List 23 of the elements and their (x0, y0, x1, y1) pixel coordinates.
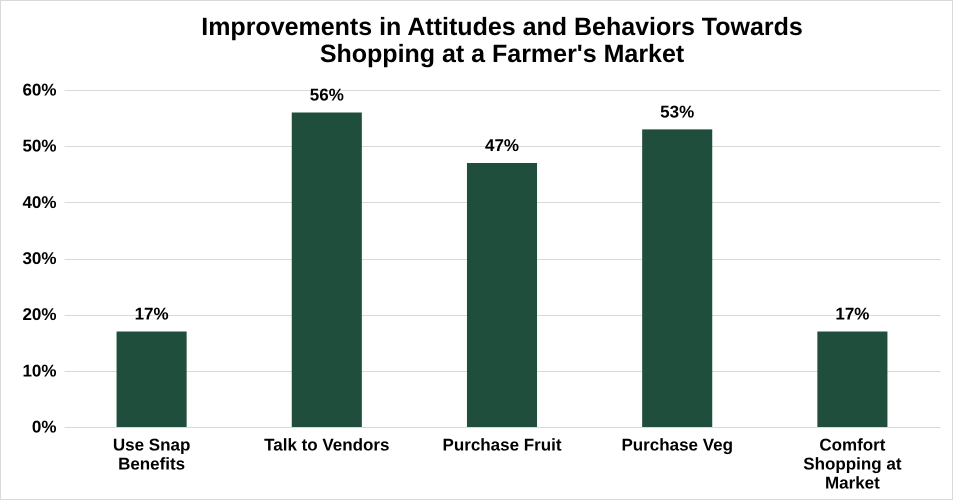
bar (116, 332, 187, 427)
y-tick-label: 40% (22, 192, 56, 212)
x-tick-label: Use Snap Benefits (112, 436, 190, 474)
x-tick-label: Purchase Fruit (442, 436, 562, 454)
y-tick-label: 0% (32, 418, 56, 436)
data-label: 53% (660, 102, 694, 122)
x-tick-label: Talk to Vendors (264, 436, 390, 454)
bar (642, 129, 712, 427)
y-tick-label: 30% (22, 249, 56, 268)
x-tick-label: Purchase Veg (621, 436, 733, 454)
data-label: 17% (134, 304, 169, 324)
bar (466, 163, 538, 427)
data-label: 17% (835, 304, 870, 324)
y-tick-label: 10% (22, 361, 56, 380)
y-tick-label: 60% (22, 80, 56, 100)
data-label: 56% (310, 85, 344, 104)
chart-title: Improvements in Attitudes and Behaviors Towards Shopping at a Farmer's Market (201, 13, 803, 68)
x-tick-label: Comfort Shopping at Market (803, 436, 902, 492)
bar (817, 332, 888, 427)
data-label: 47% (484, 136, 520, 156)
y-tick-label: 20% (22, 305, 56, 324)
y-tick-label: 50% (22, 136, 56, 156)
bar (292, 112, 362, 427)
